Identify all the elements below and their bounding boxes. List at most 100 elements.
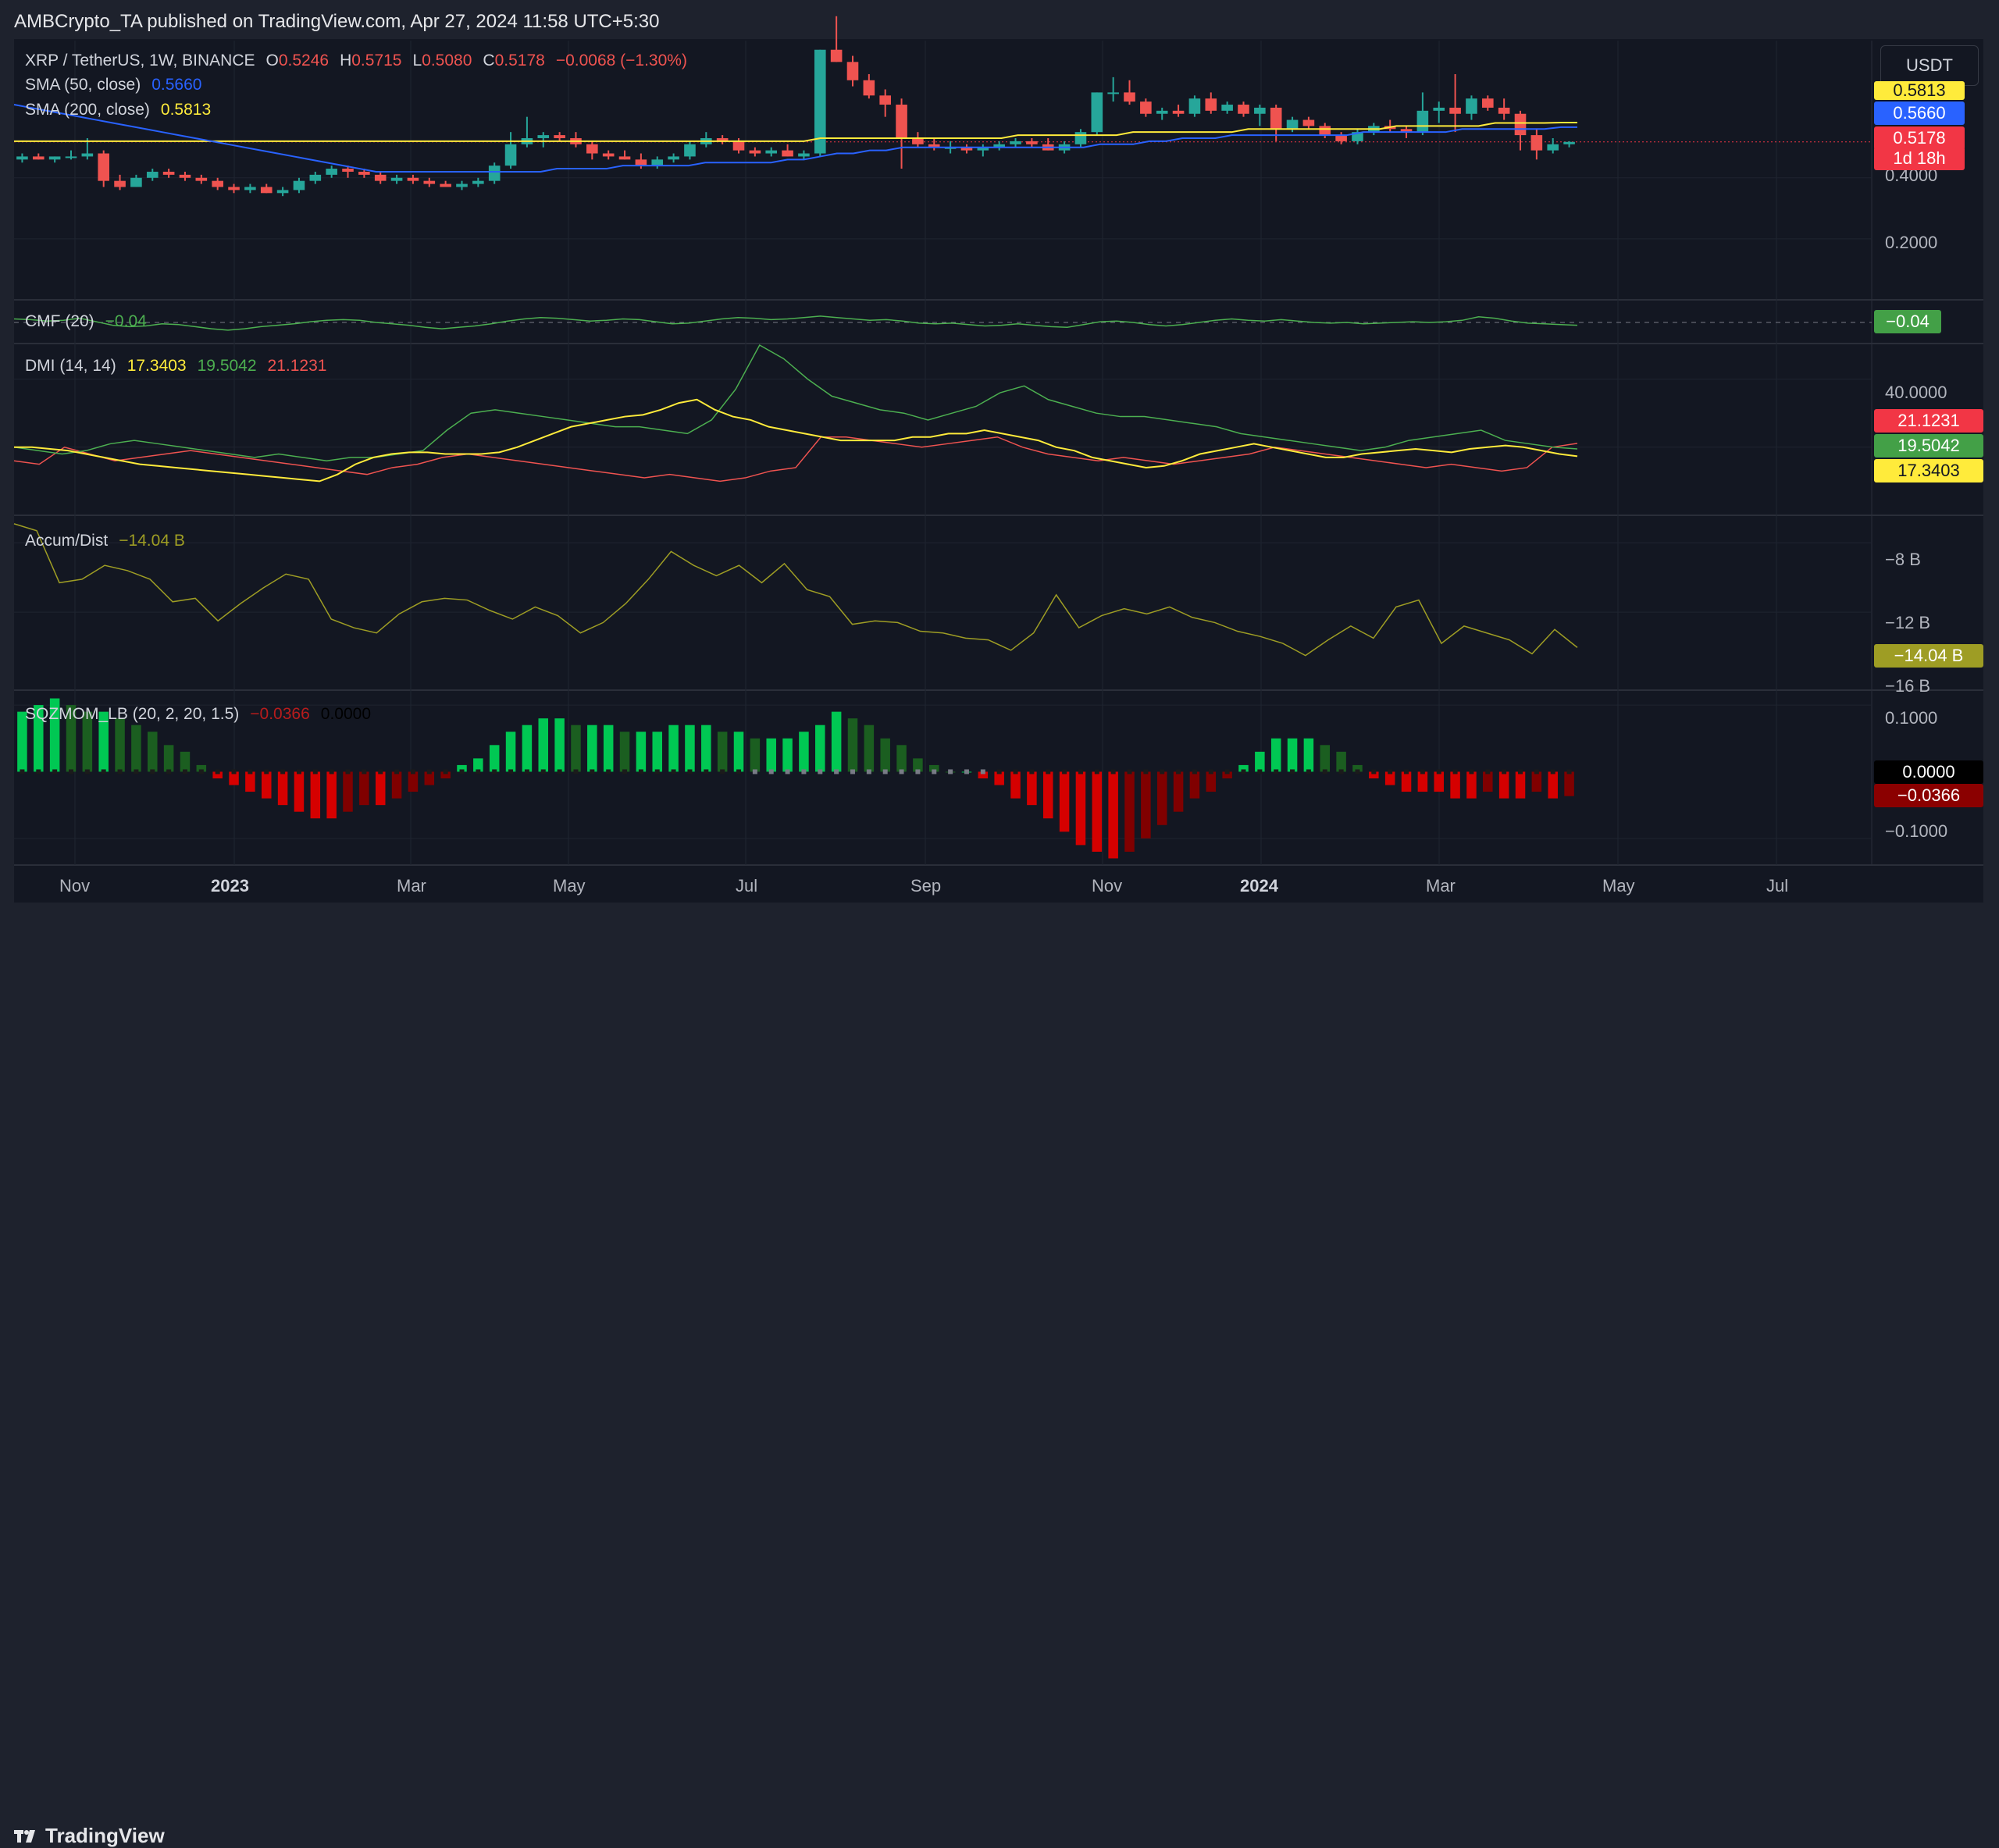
dmi-adx-axis-tag: 17.3403 <box>1874 459 1983 482</box>
sqz-dot <box>378 769 383 774</box>
sqz-bar <box>896 745 907 772</box>
candle-body <box>440 183 451 187</box>
sqz-dot <box>1013 769 1018 774</box>
candle-body <box>1010 141 1021 144</box>
sqz-dot <box>850 769 855 774</box>
sqz-dot <box>1224 769 1230 774</box>
tradingview-logo-icon <box>14 1829 35 1843</box>
sqz-bar <box>163 745 174 772</box>
chart-canvas[interactable] <box>0 0 1999 956</box>
candle-body <box>912 137 924 144</box>
candle-body <box>1302 119 1315 126</box>
sqz-bar <box>1189 771 1200 799</box>
countdown-tag: 1d 18h <box>1874 147 1965 170</box>
sma50-line <box>13 104 1577 173</box>
sqz-dot <box>1388 769 1393 774</box>
sqz-dot <box>671 769 676 774</box>
sqz-dot <box>68 769 73 774</box>
candle-body <box>293 180 305 190</box>
sqz-bar <box>180 751 191 772</box>
sqz-dot <box>215 769 220 774</box>
cmf-axis-tag: −0.04 <box>1874 310 1941 333</box>
sqz-bar <box>1010 771 1021 799</box>
candle-body <box>179 174 191 178</box>
candle-body <box>782 150 793 157</box>
candle-body <box>1514 113 1527 136</box>
sqz-bar <box>1173 771 1184 812</box>
candle-body <box>896 105 907 138</box>
cmf-value: −0.04 <box>105 312 147 330</box>
dmi-adx-value: 17.3403 <box>126 357 187 375</box>
sqz-bar <box>440 771 451 778</box>
sqz-dot <box>882 769 888 774</box>
accum-legend: Accum/Dist −14.04 B <box>25 532 185 550</box>
sqz-bar <box>522 725 533 772</box>
sqz-dot <box>1502 769 1507 774</box>
candle-body <box>195 177 208 181</box>
sqz-dot <box>980 769 985 774</box>
sqz-bar <box>1092 771 1103 852</box>
sqz-dot <box>704 769 709 774</box>
candle-body <box>32 156 45 160</box>
cmf-legend: CMF (20) −0.04 <box>25 312 147 331</box>
sqz-bar <box>619 732 630 772</box>
sqz-bar <box>408 771 419 792</box>
time-axis-label: Nov <box>59 876 91 896</box>
sqz-bar <box>229 771 239 785</box>
candle-body <box>830 49 843 62</box>
sqz-dot <box>524 769 529 774</box>
price-legend: XRP / TetherUS, 1W, BINANCE O 0.5246 H 0.5… <box>25 52 687 70</box>
sqz-bar <box>1466 771 1477 799</box>
sqz-bar <box>880 738 890 772</box>
sqz-dot <box>1420 769 1425 774</box>
candle-body <box>1172 110 1185 114</box>
sqz-bar <box>1384 771 1395 785</box>
sqz-dot <box>150 769 155 774</box>
sqz-dot <box>134 769 139 774</box>
dmi-adx-line <box>14 398 1578 482</box>
publisher-text: AMBCrypto_TA published on TradingView.co… <box>14 11 660 32</box>
sqz-bar <box>277 771 288 806</box>
sqz-bar <box>391 771 402 799</box>
candle-body <box>765 150 778 154</box>
candle-body <box>342 169 354 172</box>
sqz-legend: SQZMOM_LB (20, 2, 20, 1.5) −0.0366 0.000… <box>25 705 371 724</box>
sqz-bar <box>131 725 141 772</box>
sqz-dot <box>720 769 725 774</box>
time-axis-label: Mar <box>397 876 426 896</box>
candle-body <box>798 153 810 157</box>
currency-selector[interactable]: USDT <box>1880 45 1979 86</box>
sqz-dot <box>866 769 871 774</box>
sqz-bar <box>1156 771 1167 825</box>
sma200-line <box>14 121 1577 142</box>
sqz-bar <box>701 725 711 772</box>
accum-axis-tick: −8 B <box>1885 550 1921 569</box>
cmf-label: CMF (20) <box>25 312 94 330</box>
accum-axis-tag: −14.04 B <box>1874 644 1983 668</box>
candle-body <box>81 153 94 157</box>
price-axis-tick: 0.2000 <box>1885 233 1938 252</box>
sqz-bar <box>864 725 875 772</box>
tradingview-logo[interactable]: TradingView <box>14 1824 165 1848</box>
candle-body <box>1352 132 1363 141</box>
time-axis-label: May <box>1602 876 1635 896</box>
candle-body <box>1270 107 1282 130</box>
sma200-axis-tag: 0.5813 <box>1874 81 1965 100</box>
candle-body <box>309 174 322 181</box>
sqz-bar <box>717 732 728 772</box>
sqz-bar <box>587 725 597 772</box>
candle-body <box>1221 105 1233 111</box>
candle-body <box>846 62 859 80</box>
candle-body <box>586 144 598 154</box>
candle-body <box>1156 110 1168 114</box>
sqz-bar <box>66 705 77 772</box>
sqz-bar <box>326 771 337 819</box>
sqz-dot <box>606 769 611 774</box>
sqz-bar <box>571 725 581 772</box>
candle-body <box>716 137 729 141</box>
sqz-dot <box>964 769 969 774</box>
sqz-bar <box>343 771 353 812</box>
symbol-label: XRP / TetherUS, 1W, BINANCE <box>25 52 255 69</box>
candle-body <box>1547 144 1559 151</box>
